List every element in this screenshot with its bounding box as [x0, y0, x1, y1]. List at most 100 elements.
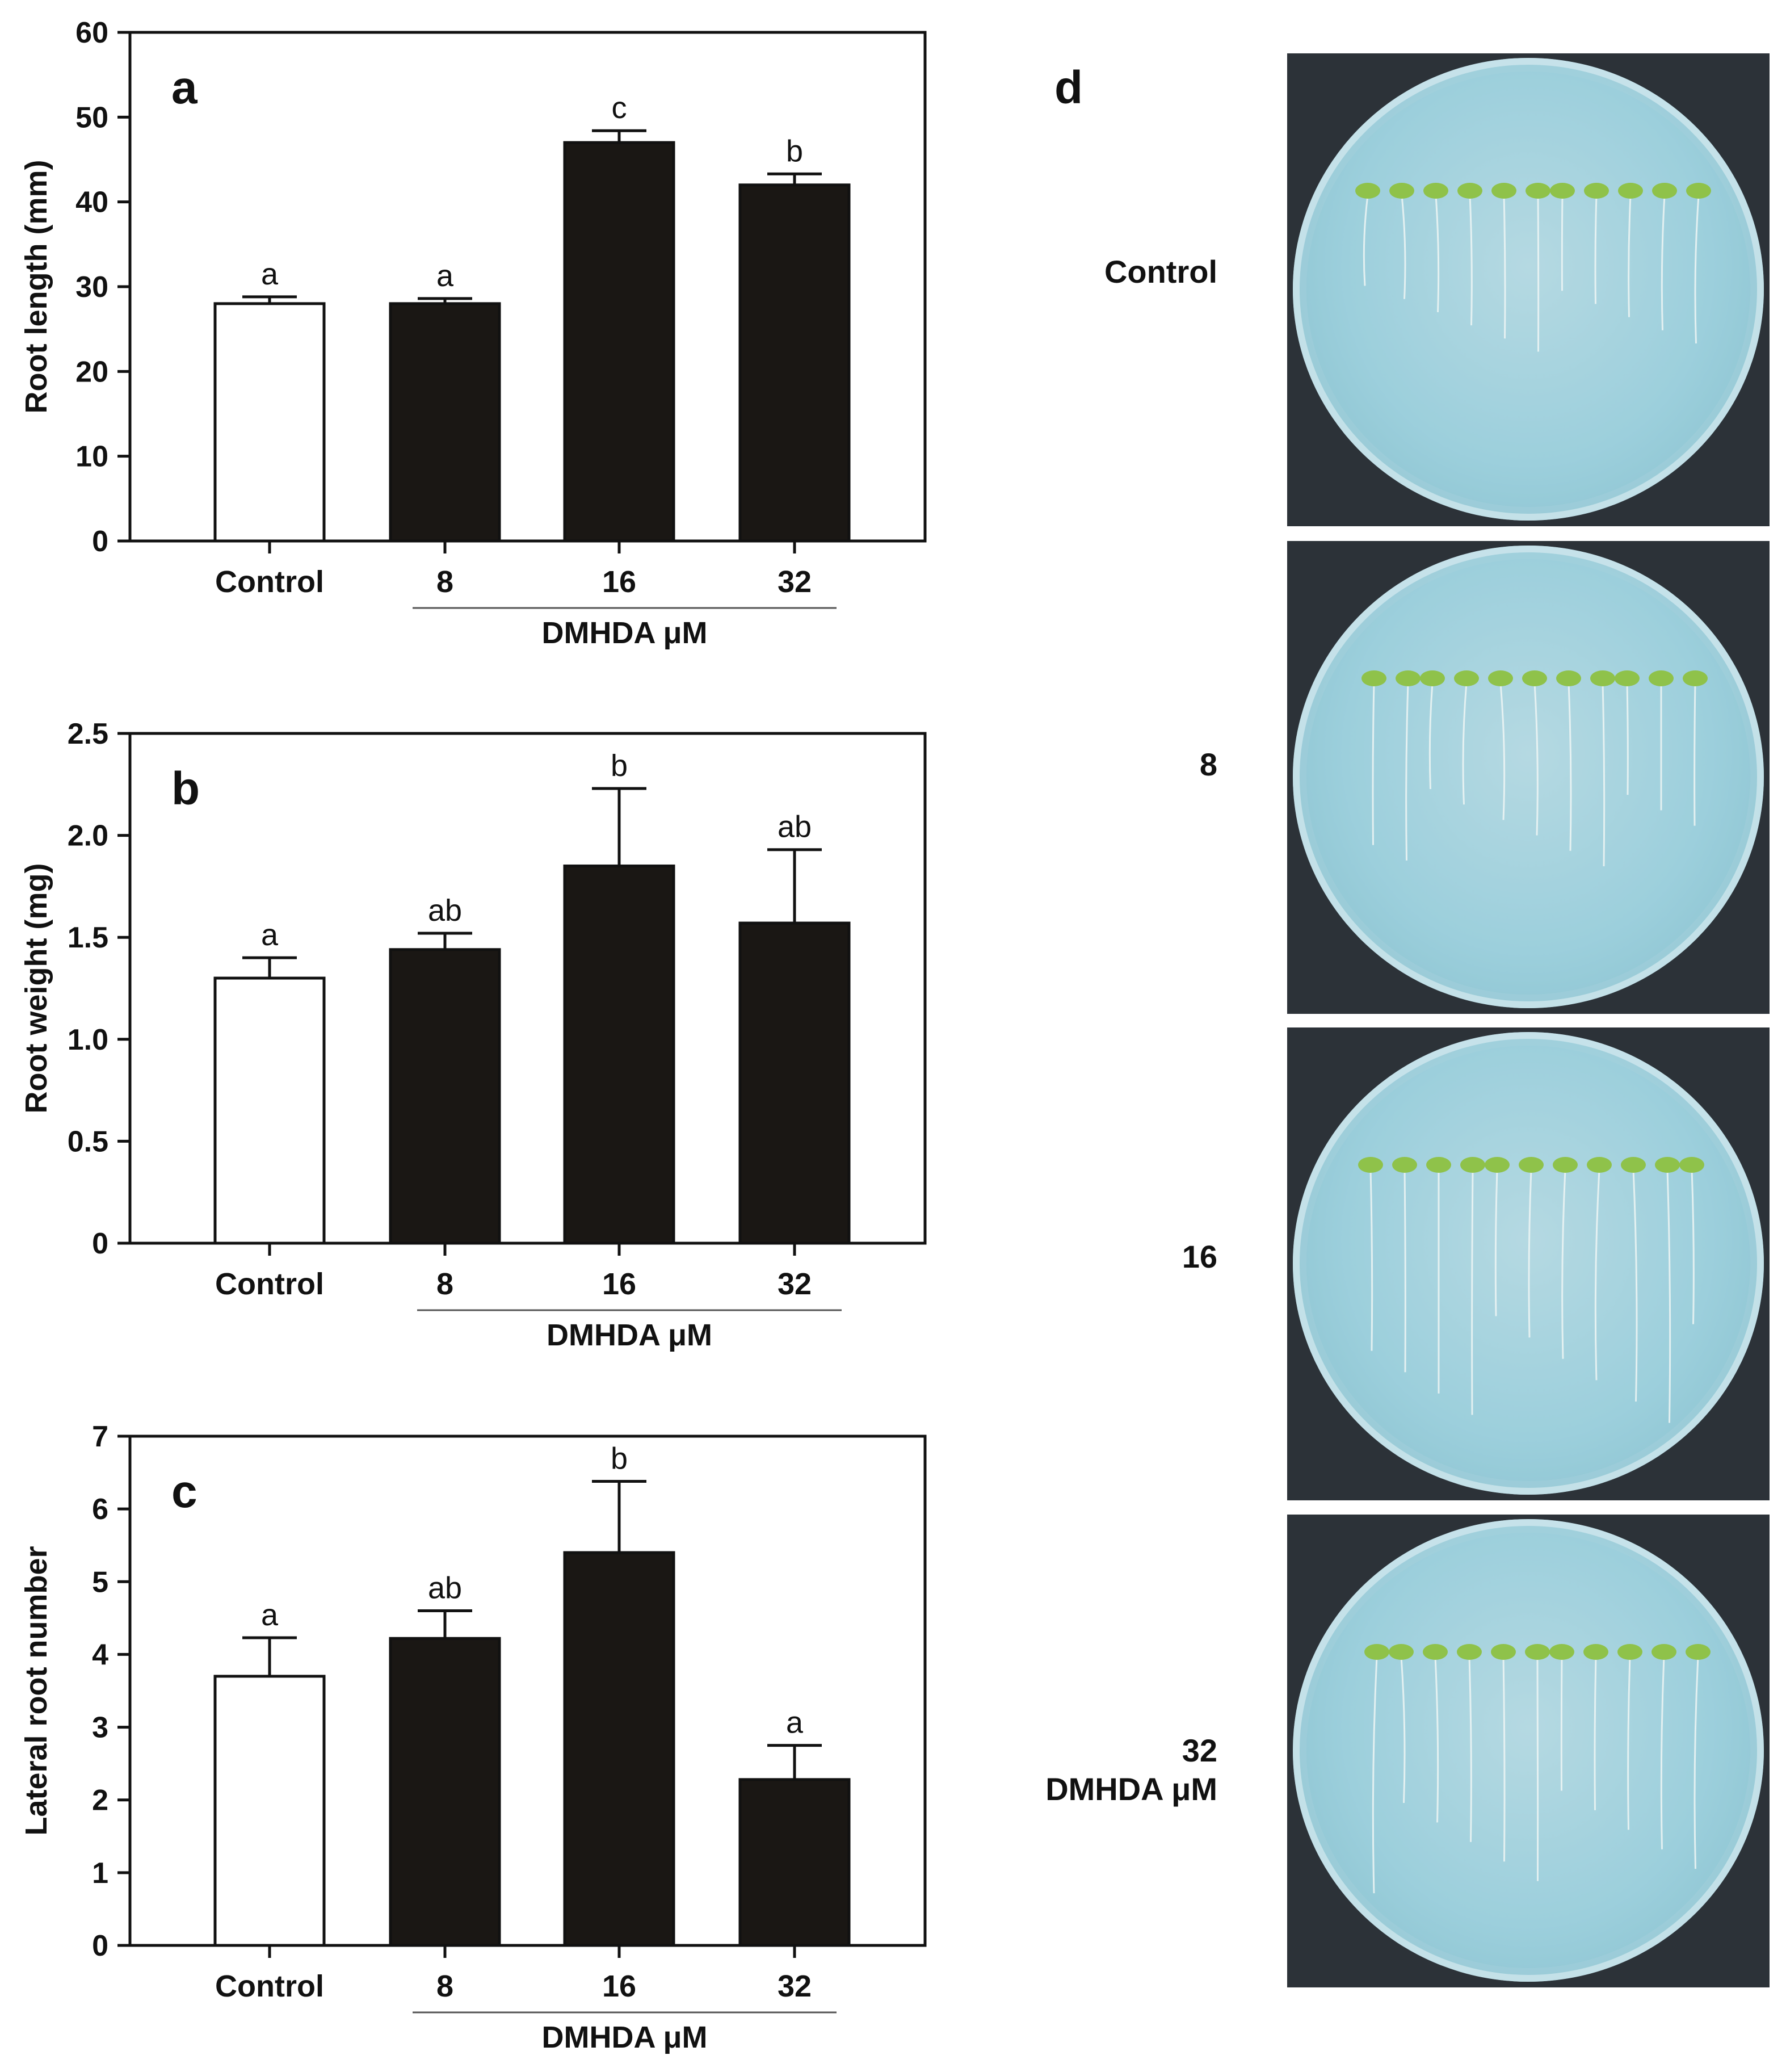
plot-frame [128, 732, 927, 1245]
bar-Control [213, 976, 326, 1245]
seedling-leaves [1423, 183, 1448, 199]
bar-16 [563, 1551, 675, 1947]
x-tick-label: 16 [602, 1969, 636, 2003]
seedling-leaves [1457, 1644, 1482, 1660]
significance-letter: ab [428, 1571, 462, 1605]
seedling-root [1471, 1169, 1474, 1415]
plate-photo-8 [1287, 541, 1770, 1014]
seedling-root [1533, 682, 1539, 836]
chart-panel-b: 0 0.5 1.0 1.5 2.0 2.5 Root weight (mg) b a Contro… [19, 718, 927, 1352]
significance-letter: ab [778, 810, 812, 844]
seedling-leaves [1423, 1644, 1448, 1660]
petri-dish [1293, 546, 1764, 1008]
significance-letter: a [436, 259, 454, 293]
seedling-leaves [1556, 670, 1581, 686]
seedling-root [1469, 195, 1473, 326]
plate-label-line: 32 [1182, 1733, 1217, 1768]
y-tick-label: 7 [92, 1420, 108, 1453]
seedling-leaves [1364, 1644, 1389, 1660]
bar-32 [738, 921, 851, 1245]
group-label: DMHDA μM [547, 1318, 712, 1352]
seedling-leaves [1525, 1644, 1550, 1660]
x-tick-label: 16 [602, 565, 636, 599]
seedling-leaves [1426, 1157, 1451, 1173]
seedling-leaves [1358, 1157, 1383, 1173]
bar-32 [738, 1778, 851, 1947]
panel-label: a [171, 62, 198, 114]
seedling-root [1462, 682, 1468, 805]
y-tick-label: 2.0 [68, 820, 108, 853]
seedling-root [1594, 1656, 1597, 1810]
seedling-leaves [1389, 183, 1414, 199]
seedling-root [1560, 1656, 1563, 1791]
seedling-root [1627, 1656, 1631, 1830]
y-tick-label: 10 [75, 441, 108, 473]
chart-panel-a: 0 10 20 30 40 50 60 Root length (mm) a a Control a 8… [19, 16, 927, 650]
plot-frame [128, 1435, 927, 1947]
plate-label-32: 32 DMHDA μM [1022, 1731, 1217, 1809]
plate-label-line: 8 [1199, 746, 1217, 782]
seedling-leaves [1686, 183, 1711, 199]
panel-label: c [171, 1466, 197, 1517]
seedling-root [1660, 1656, 1665, 1849]
seedling-leaves [1454, 670, 1479, 686]
plate-photo-control [1287, 53, 1770, 526]
seedling-leaves [1655, 1157, 1680, 1173]
x-tick-label: Control [215, 565, 324, 599]
plate-label-line: 16 [1182, 1239, 1217, 1274]
bar-16 [563, 864, 675, 1245]
seedlings-image [1364, 1644, 1711, 1894]
seedling-root [1499, 682, 1506, 820]
seedling-leaves [1583, 1644, 1608, 1660]
seedling-root [1369, 1169, 1373, 1351]
seedling-leaves [1491, 1644, 1516, 1660]
plate-photo-32 [1287, 1515, 1770, 1987]
significance-letter: a [261, 918, 279, 952]
seedling-leaves [1361, 670, 1386, 686]
seedlings-image [1355, 183, 1711, 352]
seedling-leaves [1460, 1157, 1485, 1173]
y-tick-label: 5 [92, 1566, 108, 1599]
seedling-leaves [1553, 1157, 1578, 1173]
y-tick-label: 1 [92, 1857, 108, 1890]
bar-32 [738, 183, 851, 543]
y-tick-label: 0 [92, 1930, 108, 1962]
x-tick-label: 32 [778, 1267, 812, 1301]
bar-8 [389, 1637, 501, 1947]
significance-letter: ab [428, 894, 462, 928]
y-tick-label: 1.5 [68, 921, 108, 954]
seedling-root [1363, 195, 1369, 286]
y-tick-label: 30 [75, 271, 108, 304]
plate-label-line: DMHDA μM [1045, 1771, 1217, 1807]
significance-letter: a [261, 1598, 279, 1632]
significance-letter: b [611, 749, 628, 783]
seedling-leaves [1519, 1157, 1544, 1173]
x-tick-label: Control [215, 1969, 324, 2003]
bar-Control [213, 302, 326, 543]
seedling-leaves [1389, 1644, 1414, 1660]
seedling-root [1502, 1656, 1506, 1862]
seedling-root [1372, 682, 1375, 845]
seedling-root [1435, 195, 1440, 312]
seedling-leaves [1457, 183, 1482, 199]
seedling-root [1632, 1169, 1638, 1402]
seedlings-image [1361, 670, 1708, 867]
seedling-root [1594, 1169, 1600, 1381]
seedling-leaves [1488, 670, 1513, 686]
y-tick-label: 20 [75, 355, 108, 388]
seedling-root [1666, 1169, 1671, 1423]
y-tick-label: 40 [75, 186, 108, 219]
seedling-root [1568, 682, 1572, 851]
seedling-root [1503, 195, 1506, 339]
y-tick-label: 0.5 [68, 1125, 108, 1158]
seedling-root [1400, 1656, 1406, 1803]
group-label: DMHDA μM [542, 2020, 708, 2054]
seedling-leaves [1651, 1644, 1676, 1660]
plate-label-control: Control [1022, 253, 1217, 291]
significance-letter: a [786, 1706, 804, 1740]
seedling-root [1594, 195, 1598, 304]
petri-dish [1293, 58, 1764, 521]
seedling-root [1434, 1656, 1439, 1823]
seedling-root [1694, 195, 1700, 344]
